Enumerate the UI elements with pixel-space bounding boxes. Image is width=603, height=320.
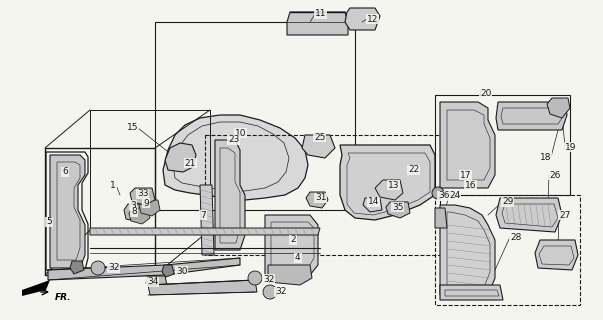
Text: 30: 30	[176, 267, 188, 276]
Polygon shape	[70, 261, 84, 274]
Polygon shape	[165, 143, 196, 172]
Text: 10: 10	[235, 129, 247, 138]
Polygon shape	[129, 208, 150, 224]
Text: 18: 18	[540, 153, 551, 162]
Polygon shape	[148, 280, 257, 295]
Polygon shape	[440, 102, 495, 188]
Polygon shape	[139, 200, 160, 216]
Text: 5: 5	[46, 218, 52, 227]
Polygon shape	[215, 140, 245, 250]
Text: 26: 26	[549, 171, 560, 180]
Text: 24: 24	[449, 191, 460, 201]
Polygon shape	[162, 265, 174, 277]
Text: 13: 13	[388, 180, 400, 189]
Text: 4: 4	[295, 253, 301, 262]
Polygon shape	[363, 198, 382, 212]
Text: 32: 32	[263, 275, 274, 284]
Polygon shape	[435, 208, 447, 228]
Polygon shape	[306, 192, 328, 208]
Text: 22: 22	[408, 165, 419, 174]
Polygon shape	[535, 240, 578, 270]
Text: 31: 31	[315, 194, 326, 203]
Text: 11: 11	[315, 10, 326, 19]
Polygon shape	[22, 280, 50, 296]
Text: 25: 25	[314, 132, 326, 141]
Text: 16: 16	[464, 180, 476, 189]
Polygon shape	[440, 285, 503, 300]
Text: 34: 34	[147, 277, 159, 286]
Text: 8: 8	[131, 207, 137, 217]
Text: 32: 32	[275, 287, 286, 297]
Polygon shape	[48, 258, 240, 280]
Polygon shape	[90, 228, 320, 235]
Polygon shape	[146, 276, 167, 288]
Text: 23: 23	[228, 135, 239, 145]
Text: 2: 2	[290, 236, 295, 244]
Polygon shape	[340, 145, 435, 220]
Polygon shape	[268, 265, 312, 285]
Text: 1: 1	[110, 180, 116, 189]
Polygon shape	[375, 180, 403, 200]
Text: 32: 32	[108, 263, 119, 273]
Circle shape	[263, 285, 277, 299]
Polygon shape	[547, 98, 570, 118]
Text: 3: 3	[130, 201, 136, 210]
Polygon shape	[496, 198, 562, 232]
Polygon shape	[265, 215, 318, 275]
Text: FR.: FR.	[55, 292, 72, 301]
Text: 12: 12	[367, 14, 378, 23]
Text: 36: 36	[438, 191, 449, 201]
Polygon shape	[386, 202, 410, 218]
Polygon shape	[287, 12, 348, 35]
Polygon shape	[345, 8, 380, 30]
Text: 27: 27	[559, 211, 570, 220]
Polygon shape	[50, 155, 85, 268]
Text: 20: 20	[480, 89, 491, 98]
Text: 7: 7	[200, 211, 206, 220]
Text: 28: 28	[510, 233, 522, 242]
Text: 15: 15	[127, 124, 138, 132]
Polygon shape	[440, 205, 495, 295]
Circle shape	[91, 261, 105, 275]
Circle shape	[432, 187, 444, 199]
Text: 21: 21	[185, 158, 196, 167]
Text: 35: 35	[392, 203, 403, 212]
Text: 29: 29	[502, 197, 513, 206]
Polygon shape	[200, 185, 214, 255]
Polygon shape	[496, 102, 567, 130]
Text: 9: 9	[143, 198, 149, 207]
Polygon shape	[130, 188, 155, 205]
Text: 14: 14	[368, 197, 379, 206]
Polygon shape	[302, 135, 335, 158]
Text: 6: 6	[62, 167, 68, 177]
Circle shape	[248, 271, 262, 285]
Text: 17: 17	[459, 171, 471, 180]
Polygon shape	[124, 204, 148, 222]
Text: 19: 19	[565, 142, 576, 151]
Text: 33: 33	[137, 189, 148, 198]
Polygon shape	[163, 115, 308, 200]
